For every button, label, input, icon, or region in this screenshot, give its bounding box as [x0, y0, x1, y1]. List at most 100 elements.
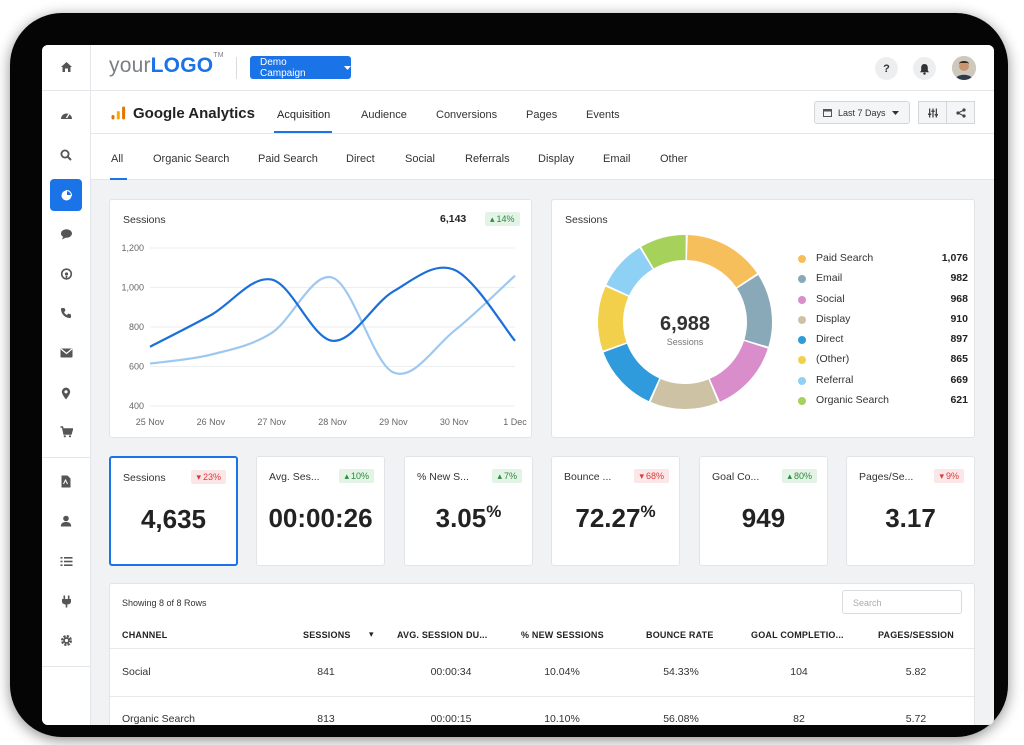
column-header[interactable]: BOUNCE RATE: [646, 630, 714, 640]
y-tick-label: 600: [129, 362, 144, 372]
phone-icon[interactable]: [50, 297, 82, 329]
donut-slice-referral[interactable]: [606, 247, 653, 296]
column-header[interactable]: CHANNEL: [122, 630, 168, 640]
tab-pages[interactable]: Pages: [526, 109, 558, 121]
legend-label: Paid Search: [816, 252, 874, 264]
columns-settings-button[interactable]: [918, 101, 947, 124]
kpi-card[interactable]: Bounce ... ▾ 68% 72.27%: [551, 456, 680, 566]
kpi-card[interactable]: Goal Co... ▴ 80% 949: [699, 456, 828, 566]
table-row[interactable]: Social 841 00:00:34 10.04% 54.33% 104 5.82: [110, 649, 974, 697]
donut-center-value: 6,988: [660, 313, 710, 335]
filter-organic-search[interactable]: Organic Search: [153, 153, 230, 165]
sidebar-divider: [42, 457, 91, 458]
kpi-change-badge: ▴ 7%: [492, 469, 522, 483]
analytics-header: Google Analytics Acquisition Audience Co…: [91, 91, 994, 134]
legend-item[interactable]: Social 968: [798, 293, 968, 313]
filter-direct[interactable]: Direct: [346, 153, 375, 165]
filter-referrals[interactable]: Referrals: [465, 153, 510, 165]
donut-slice-direct[interactable]: [603, 343, 660, 402]
kpi-change-badge: ▾ 68%: [634, 469, 669, 483]
legend-swatch: [798, 356, 806, 365]
brand-logo[interactable]: yourLOGOTM: [109, 52, 224, 77]
task-list-icon[interactable]: [50, 545, 82, 577]
legend-item[interactable]: Referral 669: [798, 374, 968, 394]
legend-item[interactable]: Paid Search 1,076: [798, 252, 968, 272]
date-range-selector[interactable]: Last 7 Days: [814, 101, 910, 124]
legend-item[interactable]: Direct 897: [798, 333, 968, 353]
donut-slice-display[interactable]: [650, 378, 718, 409]
donut-slice-other[interactable]: [598, 286, 629, 351]
reports-pie-icon[interactable]: [50, 179, 82, 211]
mail-icon[interactable]: [50, 337, 82, 369]
donut-slice-social[interactable]: [709, 341, 768, 402]
legend-value: 669: [950, 373, 968, 386]
donut-legend: Paid Search 1,076 Email 982 Social 968 Display…: [798, 252, 968, 414]
legend-swatch: [798, 397, 806, 406]
home-icon[interactable]: [50, 51, 82, 83]
filter-all[interactable]: All: [111, 153, 124, 165]
legend-item[interactable]: Email 982: [798, 272, 968, 292]
integrations-plug-icon[interactable]: [50, 585, 82, 617]
podcast-icon[interactable]: [50, 258, 82, 290]
legend-item[interactable]: Organic Search 621: [798, 394, 968, 414]
help-button[interactable]: ?: [875, 57, 898, 80]
sidebar: [42, 45, 91, 725]
donut-slice-paid-search[interactable]: [686, 235, 758, 288]
kpi-value: 4,635: [140, 504, 207, 534]
cart-icon[interactable]: [50, 416, 82, 448]
column-header[interactable]: GOAL COMPLETIO...: [751, 630, 844, 640]
kpi-card[interactable]: % New S... ▴ 7% 3.05%: [404, 456, 533, 566]
legend-item[interactable]: Display 910: [798, 313, 968, 333]
kpi-value: 00:00:26: [268, 503, 373, 533]
tab-audience[interactable]: Audience: [361, 109, 407, 121]
kpi-label: Pages/Se...: [859, 471, 914, 483]
user-icon[interactable]: [50, 505, 82, 537]
pdf-file-icon[interactable]: [50, 465, 82, 497]
arrow-up-icon: ▴: [787, 470, 792, 481]
search-icon[interactable]: [50, 139, 82, 171]
x-tick-label: 29 Nov: [379, 417, 408, 427]
share-button[interactable]: [946, 101, 975, 124]
table-row[interactable]: Organic Search 813 00:00:15 10.10% 56.08% 82 5…: [110, 696, 974, 725]
donut-slice-organic-search[interactable]: [641, 235, 686, 269]
legend-item[interactable]: (Other) 865: [798, 353, 968, 373]
tab-conversions[interactable]: Conversions: [436, 109, 498, 121]
kpi-card[interactable]: Avg. Ses... ▴ 10% 00:00:26: [256, 456, 385, 566]
dashboard-gauge-icon[interactable]: [50, 99, 82, 131]
kpi-card[interactable]: Pages/Se... ▾ 9% 3.17: [846, 456, 975, 566]
user-avatar[interactable]: [952, 56, 976, 80]
kpi-value: 72.27%: [575, 502, 656, 533]
campaign-selector[interactable]: Demo Campaign: [250, 56, 351, 79]
column-header[interactable]: SESSIONS: [303, 630, 351, 640]
legend-value: 897: [950, 333, 968, 346]
tab-acquisition[interactable]: Acquisition: [277, 109, 331, 121]
column-header[interactable]: PAGES/SESSION: [878, 630, 954, 640]
column-header[interactable]: AVG. SESSION DU...: [397, 630, 488, 640]
arrow-up-icon: ▴: [490, 213, 495, 224]
legend-label: (Other): [816, 353, 850, 366]
filter-other[interactable]: Other: [660, 153, 688, 165]
table-search-input[interactable]: Search: [842, 590, 962, 614]
tab-events[interactable]: Events: [586, 109, 620, 121]
location-pin-icon[interactable]: [50, 377, 82, 409]
filter-email[interactable]: Email: [603, 153, 631, 165]
y-tick-label: 800: [129, 322, 144, 332]
y-tick-label: 1,200: [121, 243, 144, 253]
sort-desc-icon[interactable]: ▾: [369, 629, 374, 639]
chat-icon[interactable]: [50, 218, 82, 250]
column-header[interactable]: % NEW SESSIONS: [521, 630, 604, 640]
sessions-donut-card: Sessions 6,988 Sessions Paid Search 1,076…: [551, 199, 975, 438]
notifications-bell-icon[interactable]: [913, 57, 936, 80]
filter-social[interactable]: Social: [405, 153, 435, 165]
filter-paid-search[interactable]: Paid Search: [258, 153, 318, 165]
legend-swatch: [798, 295, 806, 304]
filter-display[interactable]: Display: [538, 153, 575, 165]
table-cell: 813: [317, 713, 335, 725]
settings-gear-icon[interactable]: [50, 624, 82, 656]
donut-slice-email[interactable]: [737, 274, 772, 347]
kpi-card[interactable]: Sessions ▾ 23% 4,635: [109, 456, 238, 566]
legend-value: 982: [950, 272, 968, 285]
row-divider: [110, 696, 974, 697]
arrow-down-icon: ▾: [639, 470, 644, 481]
legend-swatch: [798, 255, 806, 263]
